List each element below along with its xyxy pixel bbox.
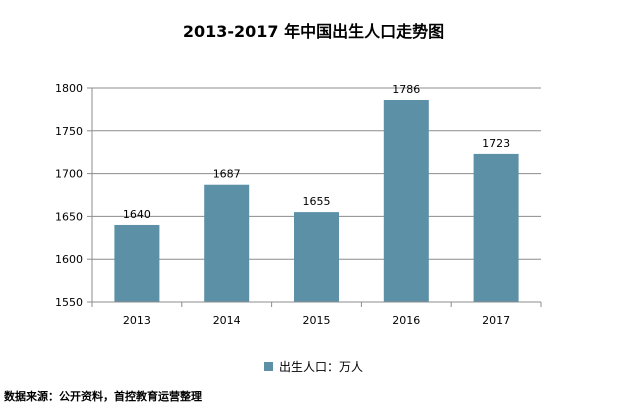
x-tick-label-2015: 2015: [303, 314, 331, 327]
y-tick-label: 1650: [55, 210, 83, 223]
data-label-2017: 1723: [482, 137, 510, 150]
legend-swatch: [263, 362, 273, 371]
y-tick-label: 1800: [55, 82, 83, 95]
bar-2017: [473, 153, 519, 302]
x-tick-label-2014: 2014: [213, 314, 241, 327]
y-tick-label: 1700: [55, 168, 83, 181]
bars: [114, 99, 519, 302]
chart-title: 2013-2017 年中国出生人口走势图: [182, 22, 445, 41]
x-tick-label-2013: 2013: [123, 314, 151, 327]
data-label-2015: 1655: [303, 195, 331, 208]
bar-2016: [383, 99, 429, 302]
legend: 出生人口：万人: [0, 358, 627, 375]
bar-2014: [204, 184, 250, 302]
data-label-2013: 1640: [123, 208, 151, 221]
y-tick-label: 1600: [55, 253, 83, 266]
x-axis-ticks: 2013 2014 2015 2016 2017: [91, 302, 542, 327]
bar-2013: [114, 224, 160, 302]
legend-label: 出生人口：万人: [278, 360, 363, 374]
data-label-2016: 1786: [392, 83, 420, 96]
data-label-2014: 1687: [213, 168, 241, 181]
y-tick-label: 1750: [55, 125, 83, 138]
x-tick-label-2017: 2017: [482, 314, 510, 327]
bar-2015: [294, 212, 339, 302]
source-note: 数据来源：公开资料，首控教育运营整理: [4, 390, 202, 403]
y-tick-label: 1550: [55, 296, 83, 309]
y-axis-ticks: 1550 1600 1650 1700 1750 1800: [55, 82, 92, 309]
data-labels: 1640 1687 1655 1786 1723: [123, 83, 510, 221]
x-tick-label-2016: 2016: [392, 314, 420, 327]
